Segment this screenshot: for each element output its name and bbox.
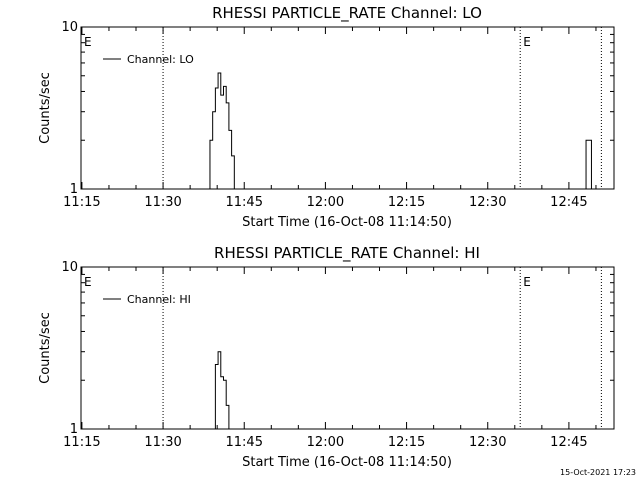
hi-channel-panel: RHESSI PARTICLE_RATE Channel: HI Start T… <box>38 244 615 470</box>
hi-y-tick-label-1: 10 <box>61 260 78 275</box>
lo-x-tick-label-3: 12:00 <box>307 195 344 210</box>
hi-x-tick-label-3: 12:00 <box>307 435 344 450</box>
hi-chart-title: RHESSI PARTICLE_RATE Channel: HI <box>214 244 480 263</box>
lo-event-marker-label-2: E <box>523 35 531 49</box>
lo-x-tick-label-0: 11:15 <box>63 195 100 210</box>
lo-series-0-segment-0 <box>207 72 235 190</box>
hi-plot-frame <box>80 266 615 430</box>
lo-x-tick-label-6: 12:45 <box>550 195 587 210</box>
lo-plot-frame <box>80 26 615 190</box>
lo-x-tick-label-4: 12:15 <box>388 195 425 210</box>
hi-x-tick-label-6: 12:45 <box>550 435 587 450</box>
lo-y-axis-label: Counts/sec <box>38 72 53 144</box>
hi-x-tick-label-5: 12:30 <box>469 435 506 450</box>
hi-x-tick-label-2: 11:45 <box>226 435 263 450</box>
hi-y-axis-label: Counts/sec <box>38 312 53 384</box>
hi-x-tick-label-1: 11:30 <box>144 435 181 450</box>
lo-x-tick-label-1: 11:30 <box>144 195 181 210</box>
lo-x-axis-label: Start Time (16-Oct-08 11:14:50) <box>242 215 452 230</box>
lo-chart-title: RHESSI PARTICLE_RATE Channel: LO <box>212 4 482 23</box>
hi-legend-label: Channel: HI <box>127 293 191 306</box>
lo-series-0-segment-1 <box>583 139 592 190</box>
lo-x-tick-label-2: 11:45 <box>226 195 263 210</box>
lo-legend-label: Channel: LO <box>127 53 194 66</box>
lo-x-tick-label-5: 12:30 <box>469 195 506 210</box>
hi-series-0-segment-0 <box>212 351 230 430</box>
hi-y-tick-label-0: 1 <box>70 422 78 437</box>
hi-x-axis-label: Start Time (16-Oct-08 11:14:50) <box>242 455 452 470</box>
hi-event-marker-label-2: E <box>523 275 531 289</box>
lo-event-marker-label-0: E <box>84 35 92 49</box>
lo-y-tick-label-1: 10 <box>61 20 78 35</box>
lo-y-tick-label-0: 1 <box>70 182 78 197</box>
footer-timestamp: 15-Oct-2021 17:23 <box>560 468 636 477</box>
lo-channel-panel: RHESSI PARTICLE_RATE Channel: LO Start T… <box>38 4 615 230</box>
hi-x-tick-label-4: 12:15 <box>388 435 425 450</box>
hi-event-marker-label-0: E <box>84 275 92 289</box>
hi-x-tick-label-0: 11:15 <box>63 435 100 450</box>
